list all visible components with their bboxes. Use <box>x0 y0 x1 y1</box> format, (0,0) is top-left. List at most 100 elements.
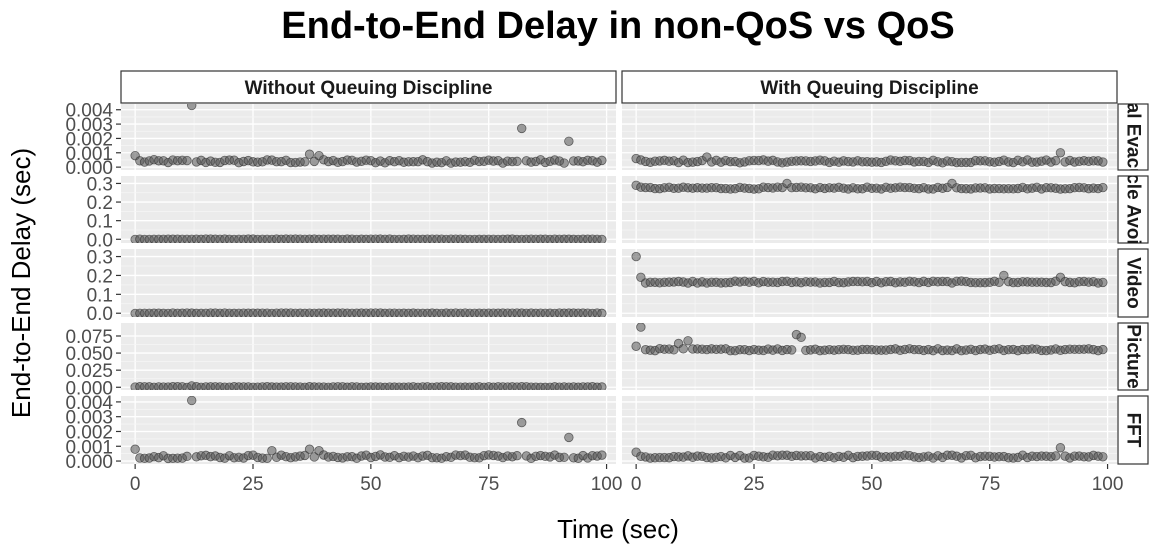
x-tick-label: 25 <box>242 474 263 495</box>
data-point <box>994 277 1004 288</box>
panel-background <box>121 176 616 243</box>
panel <box>121 396 616 464</box>
y-tick-label: 0.002 <box>65 129 113 150</box>
x-tick-label: 75 <box>979 474 1000 495</box>
row-strip <box>1117 395 1149 465</box>
y-tick-label: 0.2 <box>87 193 113 214</box>
y-tick-label: 0.004 <box>65 101 113 122</box>
panel-background <box>622 323 1117 390</box>
data-point <box>262 453 272 463</box>
row-strip <box>1117 248 1149 318</box>
x-tick-label: 100 <box>591 474 623 495</box>
y-tick-label: 0.003 <box>65 115 113 136</box>
column-strip <box>120 70 617 104</box>
y-tick-label: 0.1 <box>87 285 113 306</box>
data-point <box>187 396 197 406</box>
row-strip <box>1117 103 1149 171</box>
panel <box>622 176 1117 243</box>
x-tick-label: 0 <box>130 474 141 495</box>
y-tick-label: 0.000 <box>65 452 113 473</box>
data-point <box>1098 182 1108 193</box>
data-point <box>304 149 315 159</box>
data-point <box>678 344 688 354</box>
panel <box>121 323 616 390</box>
data-point <box>631 251 641 262</box>
data-point <box>182 155 192 166</box>
data-point <box>517 417 527 428</box>
y-tick-label: 0.002 <box>65 422 113 443</box>
axes-layer: 0.0000.0010.0020.0030.0040.00.10.20.30.0… <box>65 101 1123 495</box>
y-axis-title: End-to-End Delay (sec) <box>6 148 36 418</box>
y-tick-label: 0.3 <box>87 174 113 195</box>
data-point <box>1098 277 1108 288</box>
data-point <box>187 104 197 111</box>
panel <box>121 249 616 317</box>
x-tick-label: 25 <box>743 474 764 495</box>
data-point <box>1055 443 1066 453</box>
panel <box>622 323 1117 390</box>
row-strip-label: Obstacle Avoidance <box>1123 119 1144 299</box>
data-point <box>300 450 310 461</box>
data-point <box>300 157 310 167</box>
data-point <box>597 450 607 460</box>
panel <box>622 249 1117 317</box>
panel <box>622 396 1117 464</box>
y-tick-label: 0.050 <box>65 344 113 365</box>
data-point <box>517 123 527 134</box>
y-tick-label: 0.000 <box>65 378 113 399</box>
data-point <box>559 158 569 168</box>
x-tick-label: 100 <box>1092 474 1124 495</box>
data-point <box>309 452 319 462</box>
row-strip-label: Picture <box>1123 324 1144 388</box>
panel <box>622 104 1117 170</box>
data-point <box>1098 344 1108 355</box>
data-point <box>999 270 1009 281</box>
row-strip-label: Medical Evacuation <box>1123 49 1144 225</box>
panel-background <box>121 249 616 317</box>
data-point <box>597 382 607 390</box>
data-point <box>267 445 277 456</box>
y-tick-label: 0.000 <box>65 158 113 179</box>
data-point <box>130 444 140 454</box>
y-tick-label: 0.001 <box>65 437 113 458</box>
column-strip-label: With Queuing Discipline <box>760 78 978 99</box>
y-tick-label: 0.1 <box>87 212 113 233</box>
data-point <box>564 432 574 443</box>
y-tick-label: 0.2 <box>87 266 113 287</box>
data-point <box>182 451 192 462</box>
row-strip-label: FFT <box>1123 413 1144 448</box>
data-point <box>787 345 797 355</box>
x-tick-label: 50 <box>861 474 882 495</box>
data-point <box>796 332 806 343</box>
data-point <box>512 156 522 167</box>
panel-background <box>121 323 616 390</box>
row-strip <box>1117 322 1149 391</box>
x-tick-label: 50 <box>360 474 381 495</box>
data-point <box>1098 157 1108 167</box>
data-point <box>636 323 646 332</box>
data-point <box>631 341 641 351</box>
y-tick-label: 0.025 <box>65 361 113 382</box>
data-point <box>597 308 607 317</box>
y-tick-label: 0.004 <box>65 393 113 414</box>
y-tick-label: 0.003 <box>65 408 113 429</box>
panels-layer <box>121 104 1117 464</box>
data-point <box>559 452 569 463</box>
data-point <box>597 234 607 243</box>
y-tick-label: 0.001 <box>65 144 113 165</box>
data-point <box>1055 148 1066 158</box>
y-tick-label: 0.0 <box>87 230 113 251</box>
row-strip <box>1117 175 1149 244</box>
panel <box>121 176 616 243</box>
data-point <box>1098 452 1108 462</box>
column-strip-label: Without Queuing Discipline <box>245 78 493 99</box>
chart-title: End-to-End Delay in non-QoS vs QoS <box>281 5 954 47</box>
column-strip <box>621 70 1118 104</box>
row-strip-label: Video <box>1123 257 1144 308</box>
data-point <box>564 136 574 147</box>
x-tick-label: 75 <box>478 474 499 495</box>
strips-layer: Without Queuing Discipline With Queuing D… <box>120 49 1149 465</box>
panel <box>121 104 616 170</box>
x-axis-title: Time (sec) <box>557 514 679 544</box>
